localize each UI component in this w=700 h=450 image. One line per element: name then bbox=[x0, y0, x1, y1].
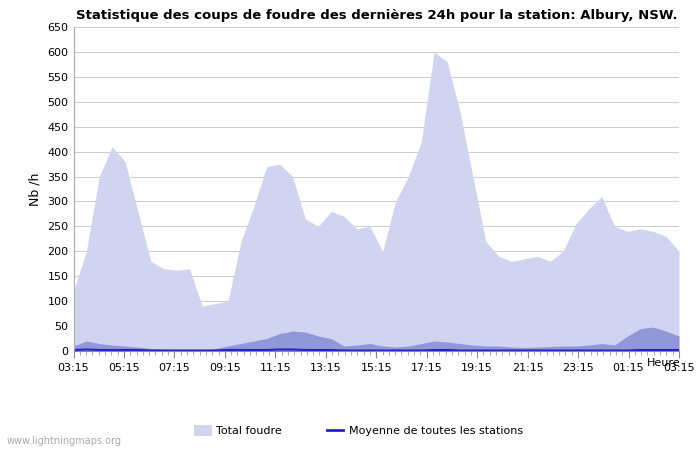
Title: Statistique des coups de foudre des dernières 24h pour la station: Albury, NSW.: Statistique des coups de foudre des dern… bbox=[76, 9, 677, 22]
Text: Heure: Heure bbox=[647, 358, 680, 368]
Y-axis label: Nb /h: Nb /h bbox=[29, 172, 42, 206]
Text: www.lightningmaps.org: www.lightningmaps.org bbox=[7, 436, 122, 446]
